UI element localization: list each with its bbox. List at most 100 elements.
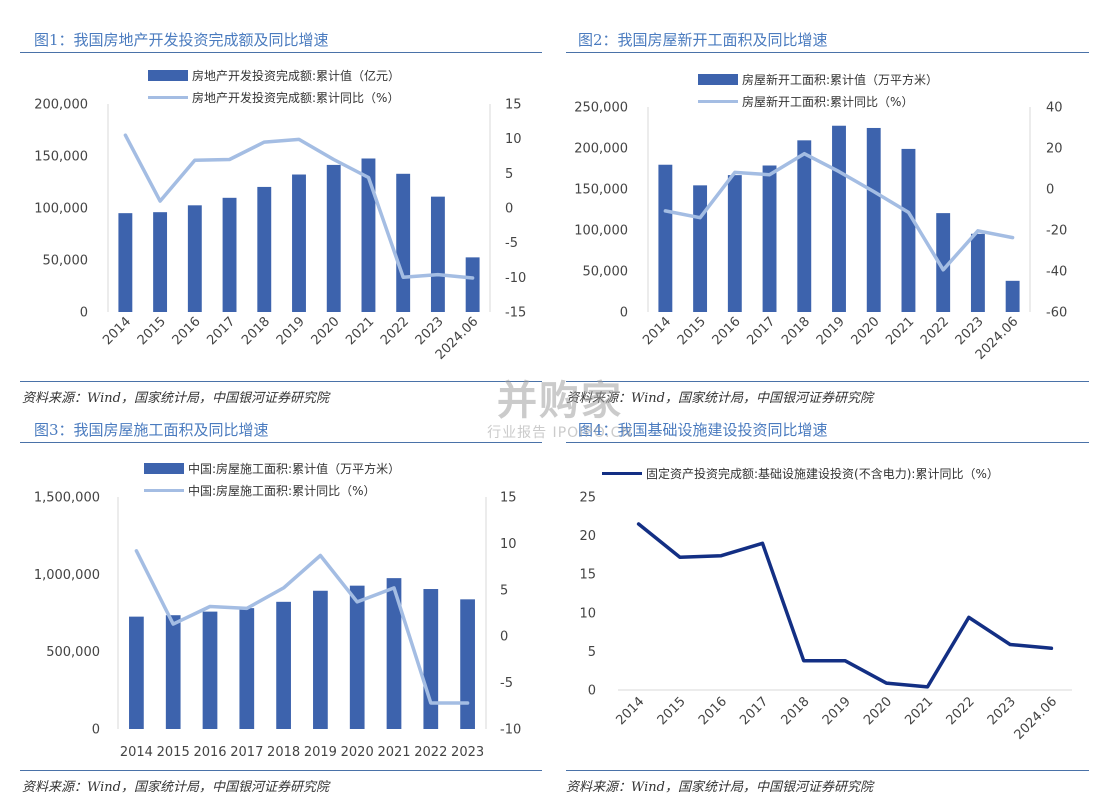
- chart4-x-tick-label: 2018: [779, 694, 813, 728]
- chart1-bar: [257, 186, 272, 312]
- chart1-left-tick-label: 0: [80, 306, 88, 321]
- chart1-right-tick-label: 15: [505, 98, 522, 113]
- chart2-legend-line-label: 房屋新开工面积:累计同比（%）: [742, 94, 914, 109]
- chart4-left-tick-label: 20: [579, 529, 596, 544]
- chart4-legend: 固定资产投资完成额:基础设施建设投资(不含电力):累计同比（%）: [602, 462, 999, 484]
- chart3-bar: [202, 611, 218, 729]
- chart2-series-line: [663, 151, 1015, 272]
- chart3-top-rule: [20, 442, 542, 443]
- chart2-left-tick-label: 50,000: [583, 265, 629, 280]
- legend-line-swatch: [144, 488, 184, 492]
- chart1-x-tick-label: 2017: [204, 314, 238, 348]
- chart1-left-tick-label: 100,000: [34, 202, 88, 217]
- chart4-x-tick-label: 2021: [902, 694, 936, 728]
- chart3-right-tick-label: -10: [500, 723, 521, 738]
- chart1-bar: [292, 174, 306, 312]
- chart1-right-tick-label: 0: [505, 202, 513, 217]
- chart1-title: 图1：我国房地产开发投资完成额及同比增速: [34, 31, 329, 49]
- chart3-bar: [460, 599, 475, 729]
- chart1-left-tick-label: 50,000: [43, 254, 89, 269]
- chart2-x-tick-label: 2016: [710, 314, 744, 348]
- chart1-bar: [153, 212, 168, 312]
- chart2-left-tick-label: 0: [620, 306, 628, 321]
- chart2-x-tick-label: 2014: [640, 314, 674, 348]
- chart4-left-tick-label: 5: [588, 645, 596, 660]
- chart2-x-tick-label: 2018: [779, 314, 813, 348]
- chart2-top-rule: [566, 52, 1089, 53]
- chart2-bar: [762, 165, 777, 312]
- chart2-right-tick-label: -20: [1046, 224, 1067, 239]
- chart4-bottom-rule: [566, 770, 1089, 771]
- chart3-left-tick-label: 1,500,000: [34, 491, 100, 506]
- chart2-bar: [832, 125, 846, 312]
- chart2-left-tick-label: 200,000: [574, 142, 628, 157]
- chart2-left-tick-label: 100,000: [574, 224, 628, 239]
- chart3-bar: [276, 601, 291, 729]
- chart2-x-tick-label: 2020: [849, 314, 883, 348]
- chart1-left-tick-label: 150,000: [34, 150, 88, 165]
- chart3-x-tick-label: 2017: [230, 745, 263, 760]
- chart4-x-tick-label: 2022: [944, 694, 978, 728]
- chart3-right-tick-label: 5: [500, 583, 508, 598]
- chart4-x-tick-label: 2024.06: [1012, 694, 1061, 743]
- chart4-x-tick-label: 2023: [985, 694, 1019, 728]
- chart2-right-tick-label: -40: [1046, 265, 1067, 280]
- chart3-title: 图3：我国房屋施工面积及同比增速: [34, 421, 269, 439]
- chart4-left-tick-label: 0: [588, 684, 596, 699]
- chart4-left-tick-label: 25: [579, 491, 596, 506]
- chart3-x-tick-label: 2022: [414, 745, 447, 760]
- chart3-bar: [386, 578, 402, 729]
- chart2-legend: 房屋新开工面积:累计值（万平方米） 房屋新开工面积:累计同比（%）: [698, 68, 938, 112]
- chart1-x-tick-label: 2018: [239, 314, 273, 348]
- chart4-left-tick-label: 10: [579, 606, 596, 621]
- chart1-legend: 房地产开发投资完成额:累计值（亿元） 房地产开发投资完成额:累计同比（%）: [148, 64, 400, 108]
- chart1-right-tick-label: -10: [505, 271, 526, 286]
- chart2-legend-bar-label: 房屋新开工面积:累计值（万平方米）: [742, 72, 939, 87]
- chart2-bar: [970, 233, 985, 312]
- chart3-bar: [423, 589, 439, 729]
- chart2-bar: [693, 185, 708, 312]
- chart1-bar: [430, 196, 445, 312]
- chart2-right-tick-label: -60: [1046, 306, 1067, 321]
- chart2-x-tick-label: 2021: [883, 314, 917, 348]
- chart2-x-tick-label: 2017: [744, 314, 778, 348]
- chart2-left-tick-label: 150,000: [574, 183, 628, 198]
- chart3-series-line: [134, 549, 470, 705]
- chart2-bar: [866, 127, 881, 313]
- chart2-x-tick-label: 2022: [918, 314, 952, 348]
- chart1-x-tick-label: 2015: [135, 314, 169, 348]
- legend-line-swatch: [698, 99, 738, 103]
- chart2-right-tick-label: 40: [1046, 101, 1063, 116]
- chart1-bar: [465, 257, 480, 312]
- chart1-right-tick-label: 10: [505, 132, 522, 147]
- chart1-legend-line-label: 房地产开发投资完成额:累计同比（%）: [192, 90, 400, 105]
- chart3-left-tick-label: 1,000,000: [34, 568, 100, 583]
- chart1-top-rule: [20, 52, 542, 53]
- chart4-x-tick-label: 2015: [655, 694, 689, 728]
- chart1-bar: [187, 205, 202, 312]
- chart2-bar: [1005, 280, 1020, 312]
- chart3-bar: [313, 590, 328, 729]
- chart2-bar: [797, 140, 812, 312]
- chart2-source: 资料来源：Wind，国家统计局，中国银河证券研究院: [566, 391, 873, 406]
- chart3-right-tick-label: 15: [500, 491, 517, 506]
- chart1-legend-bar-label: 房地产开发投资完成额:累计值（亿元）: [192, 68, 401, 83]
- chart1-bar: [396, 173, 411, 312]
- chart1-bar: [222, 197, 237, 312]
- chart1-source: 资料来源：Wind，国家统计局，中国银河证券研究院: [22, 391, 329, 406]
- chart2-left-tick-label: 250,000: [574, 101, 628, 116]
- chart3-bottom-rule: [20, 770, 542, 771]
- chart3-legend-bar-label: 中国:房屋施工面积:累计值（万平方米）: [188, 461, 401, 476]
- chart4-x-tick-label: 2014: [613, 694, 647, 728]
- chart1-x-tick-label: 2021: [343, 314, 377, 348]
- chart3-left-tick-label: 500,000: [46, 645, 100, 660]
- chart4-top-rule: [566, 442, 1089, 443]
- chart3-x-tick-label: 2014: [120, 745, 153, 760]
- chart2-bar: [936, 213, 951, 312]
- legend-bar-swatch: [698, 73, 738, 85]
- chart1-right-tick-label: -15: [505, 306, 526, 321]
- chart1-x-tick-label: 2020: [309, 314, 343, 348]
- chart3-right-tick-label: -5: [500, 676, 513, 691]
- chart4-left-tick-label: 15: [579, 568, 596, 583]
